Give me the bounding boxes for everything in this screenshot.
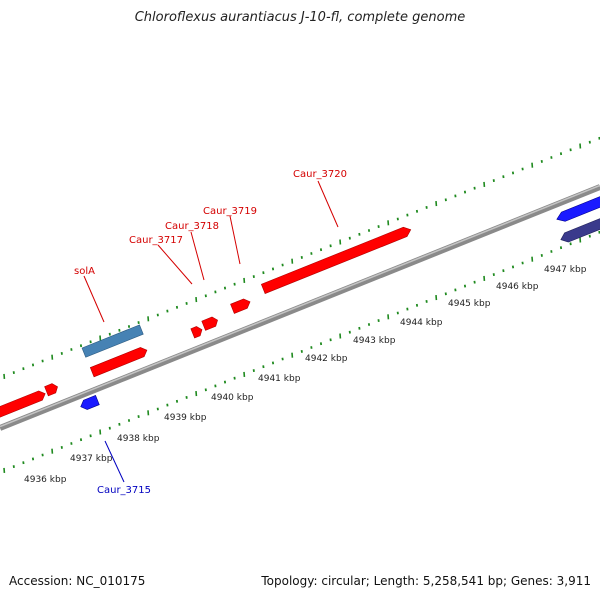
inner-tick-track — [3, 230, 600, 473]
gene-forward-cds-b[interactable] — [0, 389, 47, 418]
leader-caur-3715 — [104, 440, 125, 483]
kbp-label: 4944 kbp — [400, 318, 443, 328]
label-sola[interactable]: solA — [74, 266, 95, 277]
kbp-label: 4936 kbp — [24, 475, 67, 485]
gene-caur-3720[interactable] — [260, 225, 412, 294]
gene-pseudo-right[interactable] — [559, 214, 600, 244]
kbp-label: 4942 kbp — [305, 354, 348, 364]
leader-caur-3720 — [317, 180, 339, 228]
outer-tick-track — [3, 136, 600, 379]
genome-title: Chloroflexus aurantiacus J-10-fl, comple… — [134, 10, 466, 25]
label-caur-3715[interactable]: Caur_3715 — [97, 485, 151, 496]
kbp-label-group: 4936 kbp 4937 kbp 4938 kbp 4939 kbp 4940… — [24, 265, 587, 485]
leader-sola — [83, 275, 105, 323]
gene-forward-cds-a[interactable] — [89, 346, 148, 378]
kbp-label: 4947 kbp — [544, 265, 587, 275]
kbp-label: 4941 kbp — [258, 374, 301, 384]
kbp-label: 4938 kbp — [117, 434, 160, 444]
gene-caur-3715[interactable] — [79, 394, 100, 411]
genome-backbone-highlight — [0, 184, 600, 428]
leader-caur-3719 — [229, 215, 241, 265]
gene-caur-3719[interactable] — [230, 297, 252, 314]
kbp-label: 4937 kbp — [70, 454, 113, 464]
gene-reverse-cds-right[interactable] — [555, 193, 600, 224]
accession-label: Accession: NC_010175 — [9, 574, 146, 588]
genome-summary: Topology: circular; Length: 5,258,541 bp… — [261, 574, 591, 588]
label-caur-3717[interactable]: Caur_3717 — [129, 235, 183, 246]
gene-sola[interactable] — [81, 324, 144, 358]
gene-caur-3717[interactable] — [190, 325, 204, 339]
label-caur-3720[interactable]: Caur_3720 — [293, 169, 347, 180]
leader-caur-3718 — [190, 231, 205, 281]
gene-caur-3718[interactable] — [201, 316, 220, 331]
kbp-label: 4939 kbp — [164, 413, 207, 423]
leader-caur-3717 — [157, 244, 193, 285]
genome-backbone — [0, 184, 600, 431]
label-caur-3719[interactable]: Caur_3719 — [203, 206, 257, 217]
gene-forward-cds-c[interactable] — [44, 382, 60, 397]
kbp-label: 4940 kbp — [211, 393, 254, 403]
kbp-label: 4945 kbp — [448, 299, 491, 309]
label-caur-3718[interactable]: Caur_3718 — [165, 221, 219, 232]
kbp-label: 4946 kbp — [496, 282, 539, 292]
kbp-label: 4943 kbp — [353, 336, 396, 346]
